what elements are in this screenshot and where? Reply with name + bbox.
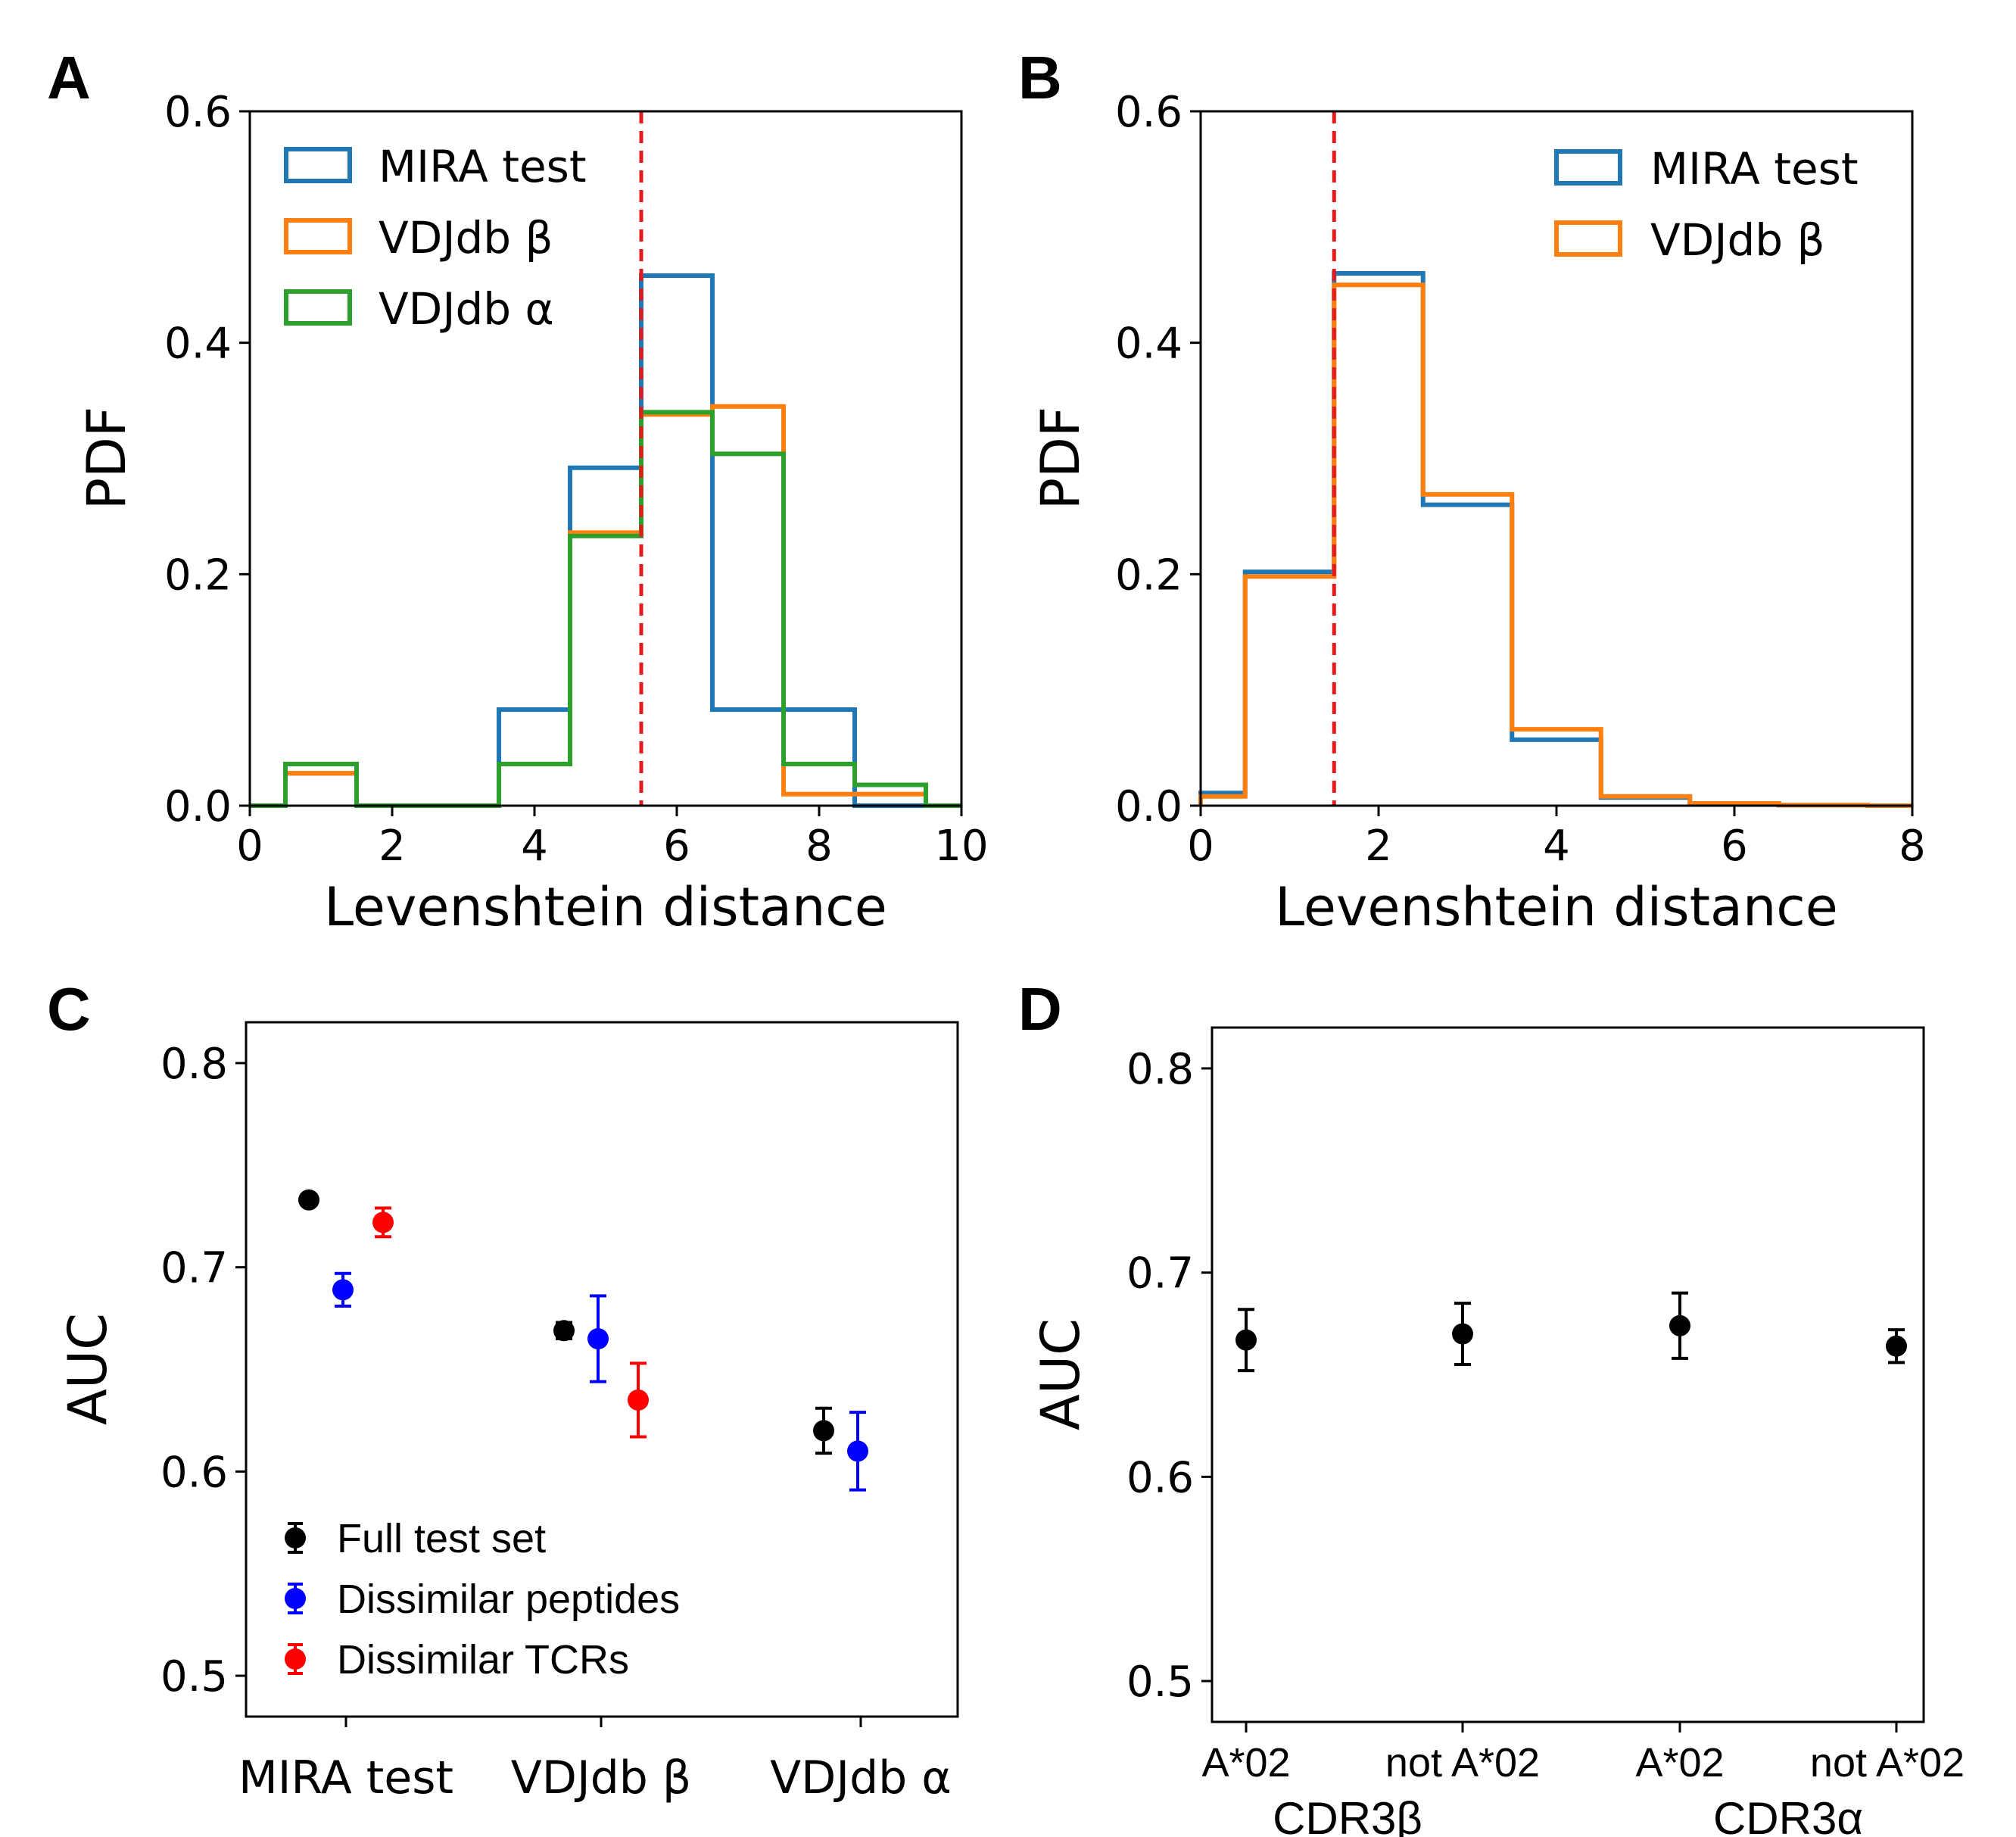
legend-label-full: Full test set (337, 1516, 546, 1561)
x-tick-label: A*02 (1201, 1740, 1290, 1786)
data-point (587, 1328, 609, 1350)
legend-marker-peptides (285, 1588, 306, 1609)
x-tick-label: 4 (521, 822, 548, 871)
y-tick-label: 0.8 (1126, 1045, 1194, 1094)
y-tick-label: 0.7 (160, 1244, 228, 1293)
panel-b-y-axis: 0.0 0.2 0.4 0.6 (1115, 88, 1201, 831)
panel-b-series-0 (1198, 270, 1912, 808)
panel-c-points (298, 1189, 868, 1492)
y-tick-label: 0.6 (164, 88, 232, 137)
x-tick-label: not A*02 (1385, 1740, 1540, 1786)
y-tick-label: 0.5 (160, 1652, 228, 1701)
panel-b-x-axis-label: Levenshtein distance (1275, 876, 1838, 938)
panel-a-series-0 (250, 273, 961, 808)
x-tick-label: not A*02 (1810, 1740, 1965, 1786)
panel-letter-b: B (1018, 44, 1062, 111)
legend-label-peptides: Dissimilar peptides (337, 1577, 680, 1622)
panel-a-y-axis: 0.0 0.2 0.4 0.6 (164, 88, 250, 831)
panel-b-x-axis: 0 2 4 6 8 (1187, 806, 1926, 871)
x-tick-label: 2 (379, 822, 406, 871)
y-tick-label: 0.2 (164, 550, 232, 600)
panel-d-x-axis: A*02 not A*02 A*02 not A*02 (1201, 1722, 1965, 1786)
x-tick-label: MIRA test (238, 1751, 453, 1804)
data-point (628, 1389, 649, 1411)
legend-label-mira-test-b: MIRA test (1650, 143, 1859, 195)
x-tick-label: VDJdb β (511, 1751, 691, 1804)
legend-marker-full (285, 1527, 306, 1549)
panel-d-points (1235, 1291, 1907, 1373)
legend-marker-tcrs (285, 1648, 306, 1670)
x-tick-label: 6 (1721, 822, 1748, 871)
y-tick-label: 0.0 (164, 782, 232, 831)
data-point (298, 1189, 319, 1211)
y-tick-label: 0.0 (1115, 782, 1182, 831)
panel-letter-d: D (1018, 975, 1062, 1043)
x-tick-label: 2 (1365, 822, 1392, 871)
x-tick-label: 4 (1543, 822, 1570, 871)
legend-label-vdjdb-beta-b: VDJdb β (1650, 214, 1825, 266)
panel-letter-c: C (47, 975, 91, 1043)
y-tick-label: 0.4 (164, 320, 232, 369)
x-tick-label: 8 (1899, 822, 1926, 871)
legend-label-vdjdb-beta: VDJdb β (379, 212, 553, 264)
legend-swatch-mira-test-b (1554, 149, 1622, 186)
data-point (1886, 1335, 1907, 1357)
panel-letter-a: A (47, 44, 91, 111)
panel-d-y-axis-label: AUC (1030, 1318, 1092, 1430)
panel-a-y-axis-label: PDF (76, 407, 138, 510)
x-tick-label: 6 (663, 822, 690, 871)
panel-d-errorbar: 0.5 0.6 0.7 0.8 A*02 not A*02 A*02 not A*02 AU… (1030, 1026, 1965, 1837)
data-point (372, 1212, 394, 1234)
legend-label-tcrs: Dissimilar TCRs (337, 1637, 629, 1683)
panel-a-frame (248, 110, 963, 807)
legend-label-mira-test: MIRA test (379, 141, 587, 192)
data-point (1669, 1315, 1690, 1336)
y-tick-label: 0.6 (1126, 1453, 1194, 1502)
y-tick-label: 0.2 (1115, 550, 1182, 600)
y-tick-label: 0.6 (1115, 88, 1182, 137)
panel-a-histogram: 0.0 0.2 0.4 0.6 0 2 4 6 8 10 Levenshtein distanc… (76, 88, 989, 938)
x-tick-label: 10 (934, 822, 988, 871)
y-tick-label: 0.5 (1126, 1658, 1194, 1707)
panel-c-y-axis-label: AUC (57, 1313, 119, 1425)
data-point (813, 1420, 834, 1442)
panel-d-group-label-cdr3b: CDR3β (1273, 1793, 1422, 1837)
y-tick-label: 0.7 (1126, 1249, 1194, 1299)
x-tick-label: 0 (236, 822, 263, 871)
x-tick-label: VDJdb α (770, 1751, 952, 1804)
y-tick-label: 0.4 (1115, 320, 1182, 369)
x-tick-label: 0 (1187, 822, 1214, 871)
panel-b-series-1 (1198, 282, 1912, 808)
legend-swatch-mira-test (284, 147, 352, 183)
data-point (847, 1440, 868, 1462)
y-tick-label: 0.6 (160, 1448, 228, 1497)
panel-d-group-label-cdr3a: CDR3α (1713, 1793, 1863, 1837)
legend-label-vdjdb-alpha: VDJdb α (379, 283, 554, 335)
panel-b-series (1198, 270, 1912, 808)
y-tick-label: 0.8 (160, 1040, 228, 1089)
panel-a-legend: MIRA test VDJdb β VDJdb α (284, 141, 587, 335)
x-tick-label: 8 (805, 822, 833, 871)
legend-swatch-vdjdb-beta-b (1554, 220, 1622, 257)
panel-b-y-axis-label: PDF (1030, 407, 1092, 510)
panel-a-x-axis: 0 2 4 6 8 10 (236, 806, 989, 871)
panel-b-legend: MIRA test VDJdb β (1554, 143, 1859, 266)
panel-a-x-axis-label: Levenshtein distance (324, 876, 887, 938)
panel-c-y-axis: 0.5 0.6 0.7 0.8 (160, 1040, 246, 1701)
panel-c-errorbar: 0.5 0.6 0.7 0.8 MIRA test VDJdb β VDJdb α AUC… (57, 1021, 959, 1804)
data-point (1452, 1323, 1473, 1345)
panel-c-x-axis: MIRA test VDJdb β VDJdb α (238, 1717, 952, 1804)
panel-c-legend: Full test set Dissimilar peptides Dissim… (285, 1516, 680, 1683)
panel-d-y-axis: 0.5 0.6 0.7 0.8 (1126, 1045, 1212, 1707)
panel-d-frame (1211, 1026, 1925, 1723)
x-tick-label: A*02 (1635, 1740, 1724, 1786)
data-point (1235, 1329, 1257, 1351)
legend-swatch-vdjdb-beta (284, 218, 352, 254)
data-point (553, 1320, 575, 1342)
data-point (332, 1279, 354, 1301)
legend-swatch-vdjdb-alpha (284, 289, 352, 326)
panel-a-series (250, 273, 961, 808)
